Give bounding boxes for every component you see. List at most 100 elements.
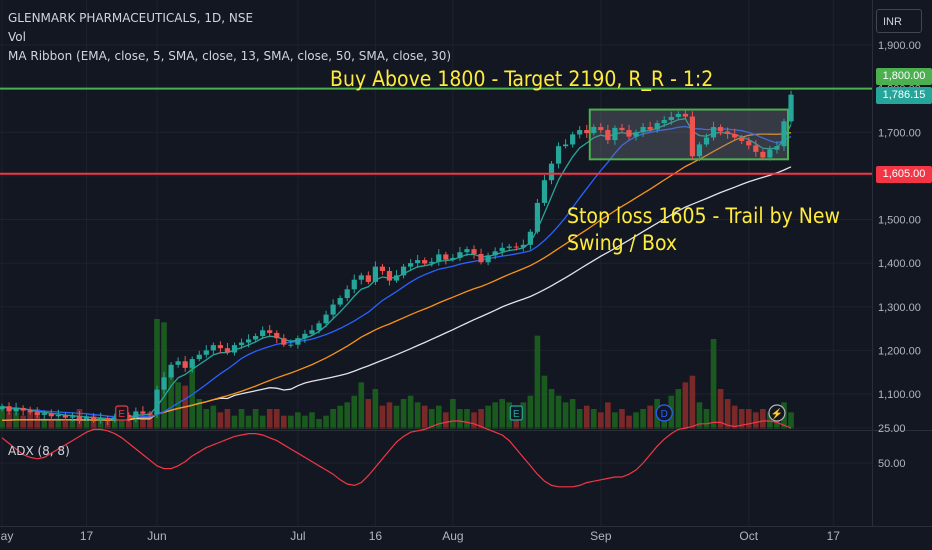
candle (717, 124, 724, 136)
candle (746, 137, 752, 150)
candle-body (541, 180, 548, 203)
candle-body (732, 133, 738, 138)
volume-bar (0, 409, 5, 429)
candle (661, 116, 667, 128)
candle-body (703, 137, 710, 145)
candle (48, 409, 54, 422)
candle-body (386, 270, 393, 281)
candle-body (323, 314, 329, 324)
last-price-badge: 1,786.15 (876, 87, 932, 104)
candle-body (647, 127, 653, 130)
candle (598, 123, 604, 134)
volume-bar (189, 362, 196, 429)
candle-body (520, 244, 526, 248)
volume-bar (443, 412, 449, 429)
volume-bar (760, 409, 766, 429)
volume-bar (548, 389, 555, 429)
earnings-marker-aug: E (509, 405, 523, 421)
candle-body (98, 417, 104, 420)
candle (506, 243, 512, 251)
volume-bar (154, 319, 160, 429)
candle (288, 339, 294, 348)
candle-body (739, 137, 745, 141)
candle (654, 120, 660, 133)
volume-bar (640, 409, 646, 429)
candle-body (710, 127, 717, 138)
volume-bar (337, 405, 343, 429)
candle (217, 341, 223, 353)
candle-body (309, 330, 315, 334)
volume-bar (281, 415, 287, 429)
volume-bar (492, 402, 498, 429)
candle-body (133, 411, 139, 418)
candle (788, 90, 794, 124)
volume-bar (506, 402, 513, 429)
candle-body (105, 417, 111, 421)
volume-bar (372, 389, 379, 429)
stop-annotation-line1: Stop loss 1605 - Trail by New (567, 204, 840, 228)
candle-body (422, 260, 428, 264)
volume-bar (689, 375, 696, 429)
candle (513, 242, 519, 251)
candle (541, 175, 548, 206)
candle-body (612, 127, 618, 141)
volume-bar (428, 409, 435, 429)
volume-bar (753, 412, 759, 429)
sma50-line (1, 166, 792, 421)
candle (696, 141, 703, 162)
candle (161, 372, 167, 395)
candle-body (725, 131, 731, 134)
volume-bar (245, 415, 252, 429)
candle-body (464, 249, 470, 253)
candle-body (13, 407, 19, 412)
candle-body (253, 335, 259, 340)
candle (20, 405, 26, 416)
candle-body (408, 263, 414, 267)
candle-body (0, 406, 5, 410)
candle (210, 342, 216, 355)
volume-bar (478, 409, 484, 429)
candle-body (351, 279, 357, 290)
candle (471, 245, 477, 259)
currency-selector[interactable]: INR (876, 9, 922, 33)
candle-body (605, 130, 611, 141)
price-tick-label: 1,400.00 (878, 258, 921, 270)
stop-price-badge: 1,605.00 (876, 166, 932, 183)
candle (457, 246, 463, 261)
candle-body (238, 342, 245, 346)
time-tick-label: Jun (147, 529, 166, 543)
volume-bar (386, 402, 393, 429)
volume-bar (118, 412, 125, 429)
candle (443, 251, 449, 265)
volume-bar (252, 409, 259, 429)
price-tick-label: 1,900.00 (878, 40, 921, 52)
candle-body (330, 304, 336, 315)
volume-bar (457, 409, 463, 429)
ema5-line (1, 117, 792, 420)
volume-bar (309, 412, 315, 429)
candle (267, 325, 273, 337)
candle-body (563, 144, 569, 147)
time-tick-label: May (0, 529, 13, 543)
adx-tick-label: 25.00 (878, 423, 906, 435)
price-tick-label: 1,700.00 (878, 127, 921, 139)
candle-body (689, 116, 696, 157)
time-tick-label: 17 (827, 529, 841, 543)
candle (633, 129, 639, 141)
candle (781, 118, 787, 152)
candle (224, 342, 231, 355)
volume-bar (288, 415, 294, 429)
candle-body (717, 127, 724, 132)
candle (309, 325, 315, 336)
dividend-marker-sep-letter: D (661, 409, 668, 420)
candle-body (640, 127, 646, 133)
candle-body (27, 410, 33, 413)
candle-body (682, 113, 688, 117)
candle-body (224, 348, 231, 353)
candles (0, 90, 794, 425)
volume-bar (407, 395, 414, 429)
candle (429, 257, 435, 267)
candle (133, 407, 139, 423)
candle-body (626, 130, 632, 137)
time-tick-label: Sep (590, 529, 612, 543)
